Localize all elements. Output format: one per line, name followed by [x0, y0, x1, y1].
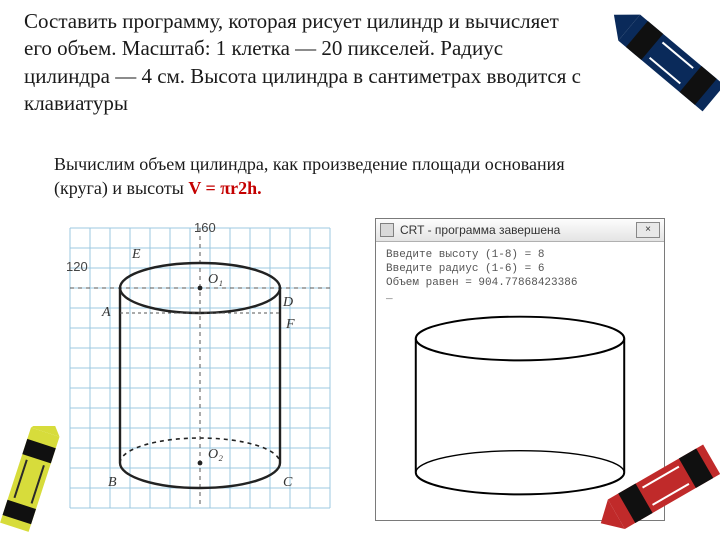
explanation-text: Вычислим объем цилиндра, как произведени… [54, 152, 614, 201]
svg-text:C: C [283, 475, 293, 490]
crayon-icon [0, 426, 78, 546]
crt-line: Введите радиус (1-6) = 6 [386, 263, 654, 277]
svg-text:D: D [282, 295, 293, 310]
explain-prefix: Вычислим объем цилиндра, как произведени… [54, 154, 565, 198]
crt-line: Введите высоту (1-8) = 8 [386, 249, 654, 263]
crt-titlebar: CRT - программа завершена × [376, 219, 664, 242]
crt-window-title: CRT - программа завершена [400, 223, 630, 237]
svg-text:F: F [285, 317, 295, 332]
crayon-icon [600, 0, 720, 120]
crayon-icon [598, 420, 720, 550]
axis-label-top: 160 [194, 220, 216, 235]
crt-line: Объем равен = 904.77868423386 [386, 277, 654, 291]
svg-text:B: B [108, 475, 117, 490]
svg-text:A: A [101, 305, 111, 320]
grid-cylinder-diagram: 160 120 E O₁ A D F B O₂ C [60, 218, 335, 518]
crt-app-icon [380, 223, 394, 237]
svg-text:O₂: O₂ [208, 447, 223, 462]
task-text: Составить программу, которая рисует цили… [24, 8, 584, 117]
svg-text:E: E [131, 247, 141, 262]
axis-label-left: 120 [66, 259, 88, 274]
svg-text:O₁: O₁ [208, 272, 223, 287]
volume-formula: V = πr2h. [188, 178, 261, 198]
close-icon[interactable]: × [636, 222, 660, 238]
crt-line: _ [386, 290, 654, 304]
